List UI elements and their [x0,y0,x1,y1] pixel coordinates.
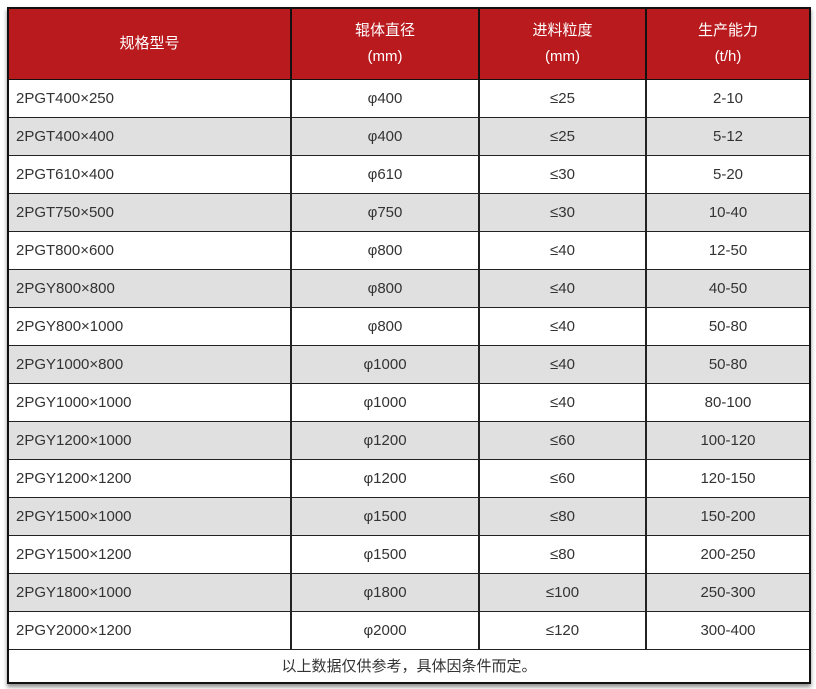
diameter-cell: φ750 [290,192,480,232]
diameter-cell: φ400 [290,116,480,156]
header-cell-feed-size: 进料粒度 (mm) [478,7,647,80]
capacity-cell: 120-150 [645,458,811,498]
model-cell: 2PGT610×400 [7,154,292,194]
capacity-cell: 5-12 [645,116,811,156]
header-unit: (t/h) [714,47,742,65]
model-cell: 2PGT400×250 [7,78,292,118]
table-row: 2PGY1500×1000 φ1500 ≤80 150-200 [7,496,811,536]
table-row: 2PGT400×400 φ400 ≤25 5-12 [7,116,811,156]
diameter-cell: φ400 [290,78,480,118]
feed-size-cell: ≤40 [478,344,647,384]
table-row: 2PGY1200×1200 φ1200 ≤60 120-150 [7,458,811,498]
diameter-cell: φ1200 [290,420,480,460]
model-cell: 2PGY800×800 [7,268,292,308]
feed-size-cell: ≤40 [478,382,647,422]
model-cell: 2PGT400×400 [7,116,292,156]
table-row: 2PGY1000×800 φ1000 ≤40 50-80 [7,344,811,384]
footnote-row: 以上数据仅供参考，具体因条件而定。 [7,648,811,684]
header-label: 规格型号 [119,34,180,52]
capacity-cell: 50-80 [645,306,811,346]
diameter-cell: φ1800 [290,572,480,612]
capacity-cell: 40-50 [645,268,811,308]
capacity-cell: 100-120 [645,420,811,460]
feed-size-cell: ≤30 [478,192,647,232]
header-label: 生产能力 [697,21,758,39]
capacity-cell: 250-300 [645,572,811,612]
capacity-cell: 200-250 [645,534,811,574]
header-label: 进料粒度 [532,21,593,39]
header-label: 辊体直径 [354,21,415,39]
feed-size-cell: ≤120 [478,610,647,650]
table-row: 2PGT400×250 φ400 ≤25 2-10 [7,78,811,118]
model-cell: 2PGY1000×800 [7,344,292,384]
feed-size-cell: ≤40 [478,268,647,308]
capacity-cell: 10-40 [645,192,811,232]
feed-size-cell: ≤100 [478,572,647,612]
model-cell: 2PGY1000×1000 [7,382,292,422]
diameter-cell: φ1000 [290,344,480,384]
feed-size-cell: ≤40 [478,230,647,270]
feed-size-cell: ≤30 [478,154,647,194]
diameter-cell: φ2000 [290,610,480,650]
table-row: 2PGY2000×1200 φ2000 ≤120 300-400 [7,610,811,650]
feed-size-cell: ≤40 [478,306,647,346]
feed-size-cell: ≤25 [478,116,647,156]
diameter-cell: φ1000 [290,382,480,422]
table-footer: 以上数据仅供参考，具体因条件而定。 [7,648,811,684]
feed-size-cell: ≤80 [478,496,647,536]
table-row: 2PGY800×800 φ800 ≤40 40-50 [7,268,811,308]
model-cell: 2PGY1200×1000 [7,420,292,460]
table-row: 2PGT750×500 φ750 ≤30 10-40 [7,192,811,232]
diameter-cell: φ800 [290,230,480,270]
header-cell-diameter: 辊体直径 (mm) [290,7,480,80]
diameter-cell: φ1500 [290,534,480,574]
header-unit: (mm) [367,47,403,65]
model-cell: 2PGY2000×1200 [7,610,292,650]
capacity-cell: 50-80 [645,344,811,384]
model-cell: 2PGY1500×1200 [7,534,292,574]
model-cell: 2PGT800×600 [7,230,292,270]
table-row: 2PGY1500×1200 φ1500 ≤80 200-250 [7,534,811,574]
spec-table: 规格型号 辊体直径 (mm) 进料粒度 (mm) 生产能力 (t/h) 2PGT… [7,7,811,684]
table-row: 2PGY1800×1000 φ1800 ≤100 250-300 [7,572,811,612]
capacity-cell: 300-400 [645,610,811,650]
capacity-cell: 150-200 [645,496,811,536]
model-cell: 2PGY1200×1200 [7,458,292,498]
table-row: 2PGY800×1000 φ800 ≤40 50-80 [7,306,811,346]
model-cell: 2PGY1800×1000 [7,572,292,612]
table-footnote: 以上数据仅供参考，具体因条件而定。 [7,648,811,684]
header-unit: (mm) [545,47,580,65]
diameter-cell: φ800 [290,306,480,346]
table-row: 2PGT800×600 φ800 ≤40 12-50 [7,230,811,270]
table-row: 2PGT610×400 φ610 ≤30 5-20 [7,154,811,194]
capacity-cell: 5-20 [645,154,811,194]
diameter-cell: φ1200 [290,458,480,498]
table-row: 2PGY1000×1000 φ1000 ≤40 80-100 [7,382,811,422]
feed-size-cell: ≤80 [478,534,647,574]
diameter-cell: φ1500 [290,496,480,536]
diameter-cell: φ610 [290,154,480,194]
header-cell-model: 规格型号 [7,7,292,80]
model-cell: 2PGT750×500 [7,192,292,232]
model-cell: 2PGY1500×1000 [7,496,292,536]
header-cell-capacity: 生产能力 (t/h) [645,7,811,80]
capacity-cell: 80-100 [645,382,811,422]
diameter-cell: φ800 [290,268,480,308]
capacity-cell: 12-50 [645,230,811,270]
table-body: 2PGT400×250 φ400 ≤25 2-10 2PGT400×400 φ4… [7,78,811,650]
table-row: 2PGY1200×1000 φ1200 ≤60 100-120 [7,420,811,460]
feed-size-cell: ≤60 [478,458,647,498]
header-row: 规格型号 辊体直径 (mm) 进料粒度 (mm) 生产能力 (t/h) [7,7,811,80]
table-header: 规格型号 辊体直径 (mm) 进料粒度 (mm) 生产能力 (t/h) [7,7,811,80]
capacity-cell: 2-10 [645,78,811,118]
feed-size-cell: ≤60 [478,420,647,460]
model-cell: 2PGY800×1000 [7,306,292,346]
feed-size-cell: ≤25 [478,78,647,118]
